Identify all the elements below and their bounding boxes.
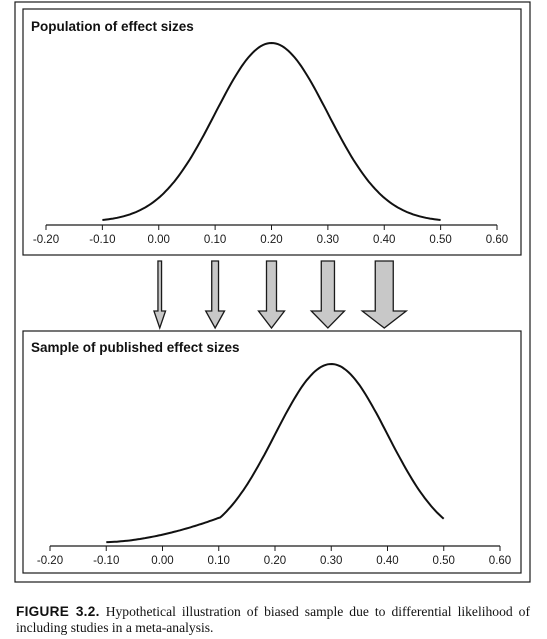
panel-population-x-axis: -0.20 -0.10 0.00 0.10 0.20 0.30 0.40 0.50 0.60 [33, 224, 508, 246]
caption-text: Hypothetical illustration of biased samp… [16, 604, 530, 635]
sample-curve [106, 362, 445, 544]
panel-population-title: Population of effect sizes [31, 19, 194, 34]
selection-arrow [204, 260, 226, 330]
population-tick-label: 0.60 [486, 234, 508, 246]
panel-sample: Sample of published effect sizes -0.20 -0… [22, 330, 522, 574]
population-tick-label: 0.20 [260, 234, 282, 246]
figure-frame [14, 1, 531, 583]
caption-label: FIGURE 3.2. [16, 604, 100, 619]
panel-population-box [22, 8, 522, 256]
panel-sample-x-axis: -0.20 -0.10 0.00 0.10 0.20 0.30 0.40 0.50 0.60 [37, 545, 511, 567]
selection-arrow [153, 260, 167, 331]
sample-tick-label: 0.00 [151, 555, 173, 567]
population-tick-label: 0.50 [429, 234, 451, 246]
sample-tick-label: -0.10 [93, 555, 119, 567]
selection-arrow [309, 260, 347, 329]
sample-tick-label: 0.30 [320, 555, 342, 567]
sample-tick-label: 0.60 [489, 555, 511, 567]
sample-tick-label: -0.20 [37, 555, 63, 567]
figure-caption: FIGURE 3.2. Hypothetical illustration of… [16, 604, 530, 636]
sample-tick-label: 0.50 [433, 555, 455, 567]
population-tick-label: 0.30 [317, 234, 339, 246]
population-tick-label: 0.40 [373, 234, 395, 246]
selection-arrows [153, 260, 409, 331]
population-curve [102, 41, 441, 221]
panel-sample-box [22, 330, 522, 574]
population-tick-label: -0.20 [33, 234, 59, 246]
sample-tick-label: 0.20 [264, 555, 286, 567]
selection-arrow [257, 260, 286, 330]
population-tick-label: -0.10 [89, 234, 115, 246]
sample-tick-label: 0.40 [376, 555, 398, 567]
panel-sample-title: Sample of published effect sizes [31, 340, 240, 355]
population-tick-label: 0.00 [148, 234, 170, 246]
population-tick-label: 0.10 [204, 234, 226, 246]
panel-population: Population of effect sizes -0.20 -0.10 0.0… [22, 8, 522, 256]
selection-arrow [360, 260, 409, 329]
sample-tick-label: 0.10 [208, 555, 230, 567]
